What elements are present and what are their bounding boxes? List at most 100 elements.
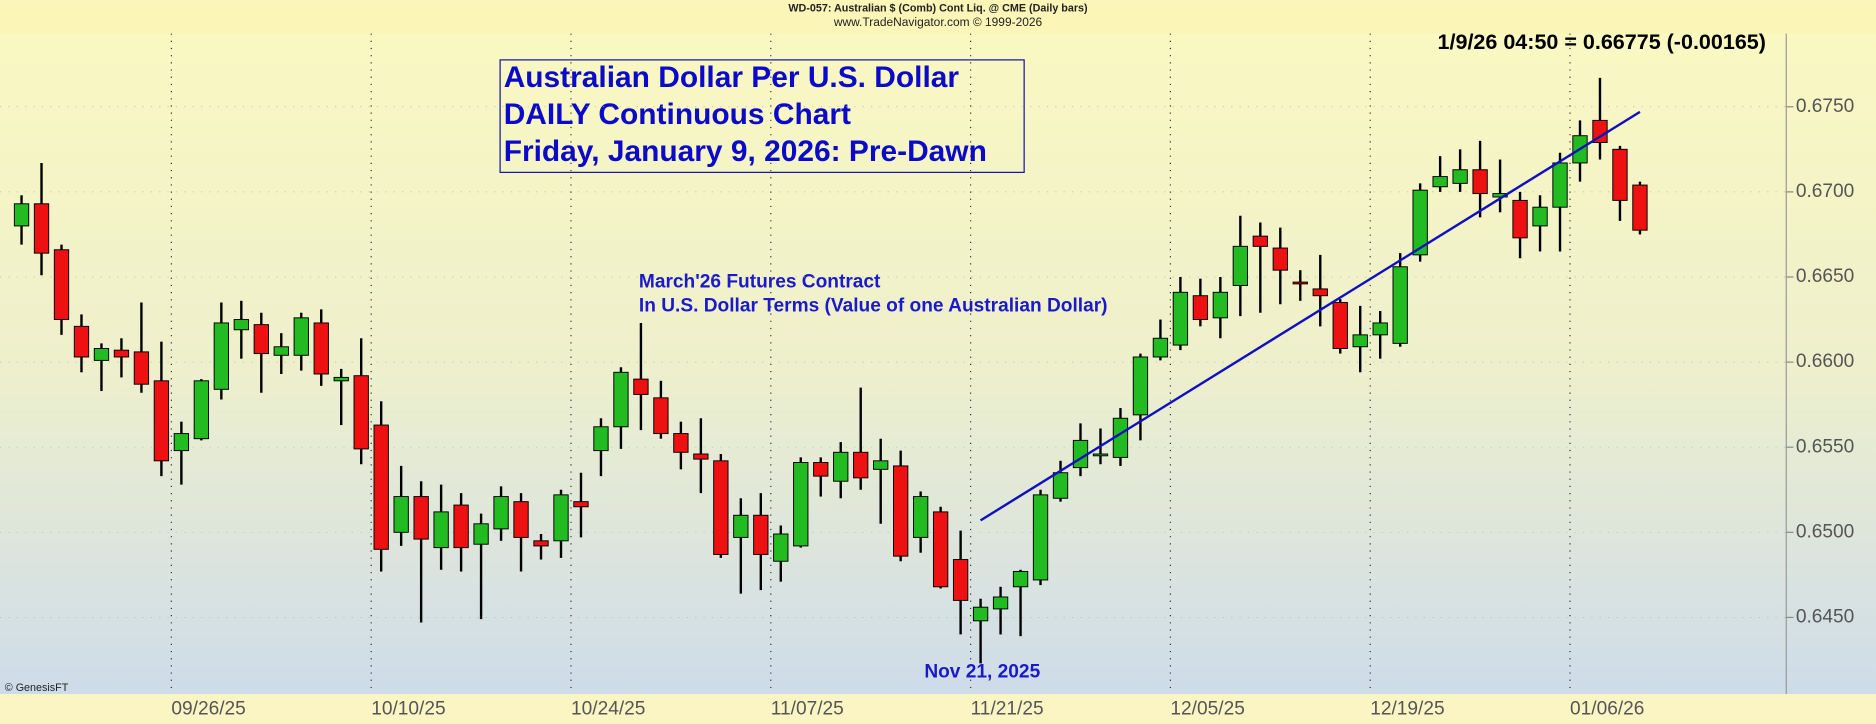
- candle-body: [1232, 245, 1248, 286]
- chart-title: Friday, January 9, 2026: Pre-Dawn: [504, 135, 987, 168]
- candle-body: [1312, 288, 1328, 297]
- candle-body: [313, 322, 329, 375]
- candle-body: [1332, 302, 1348, 349]
- candle-body: [972, 606, 989, 622]
- candle-body: [573, 501, 589, 508]
- candle-body: [1472, 169, 1488, 195]
- candle-body: [1392, 266, 1408, 344]
- candle-body: [1292, 281, 1308, 285]
- candle-body: [1412, 189, 1428, 256]
- candle-body: [193, 380, 210, 440]
- candle-body: [553, 494, 569, 542]
- candle-body: [93, 347, 110, 361]
- candle-body: [1452, 169, 1468, 184]
- candle-body: [493, 496, 509, 530]
- y-tick-label: 0.6700: [1796, 181, 1855, 202]
- candle-body: [253, 324, 269, 355]
- candle-body: [633, 378, 649, 395]
- candle-body: [593, 426, 609, 452]
- header-line: www.TradeNavigator.com © 1999-2026: [833, 15, 1043, 29]
- candle-body: [213, 322, 229, 390]
- candle-body: [1512, 199, 1528, 239]
- candle-body: [73, 325, 90, 358]
- candle-body: [952, 559, 969, 601]
- candle-body: [1032, 494, 1049, 581]
- x-tick-label: 11/21/25: [971, 699, 1044, 720]
- chart-title: Australian Dollar Per U.S. Dollar: [504, 61, 960, 94]
- y-tick-label: 0.6650: [1796, 266, 1855, 287]
- candle-body: [1152, 337, 1169, 358]
- candle-body: [533, 540, 549, 547]
- y-tick-label: 0.6450: [1796, 606, 1855, 627]
- y-tick-label: 0.6600: [1796, 351, 1855, 372]
- trendline: [979, 110, 1641, 522]
- candle-body: [1192, 295, 1209, 321]
- candle-body: [873, 460, 889, 470]
- candle-body: [473, 523, 489, 545]
- candle-body: [353, 375, 369, 450]
- candle-body: [912, 496, 929, 538]
- candle-body: [1552, 162, 1568, 208]
- title-box: [499, 59, 1025, 173]
- x-tick-label: 12/19/25: [1370, 699, 1444, 720]
- y-tick-label: 0.6550: [1796, 436, 1855, 457]
- candle-body: [413, 496, 429, 540]
- candle-body: [1172, 291, 1189, 346]
- candle-body: [273, 346, 289, 356]
- candle-body: [393, 496, 409, 533]
- candle-body: [653, 397, 669, 435]
- candle-body: [932, 511, 949, 588]
- candle-body: [733, 514, 749, 538]
- candle-body: [753, 514, 769, 555]
- x-tick-label: 10/24/25: [571, 699, 645, 720]
- x-tick-label: 01/06/26: [1570, 699, 1644, 720]
- x-tick-label: 11/07/25: [771, 699, 844, 720]
- candle-body: [1012, 570, 1029, 588]
- candle-body: [853, 451, 869, 479]
- candle-body: [1132, 356, 1149, 416]
- candle-body: [813, 462, 829, 477]
- candle-body: [453, 504, 469, 549]
- candle-body: [1092, 453, 1109, 457]
- chart-title: DAILY Continuous Chart: [504, 98, 851, 131]
- candle-body: [693, 453, 709, 460]
- candle-body: [1432, 176, 1448, 188]
- footer-bar: [0, 694, 1876, 724]
- candle-body: [833, 451, 849, 482]
- candle-body: [1352, 334, 1368, 348]
- candle-body: [133, 351, 150, 385]
- candle-body: [53, 249, 70, 321]
- y-tick-label: 0.6750: [1796, 96, 1855, 117]
- candle-body: [333, 376, 349, 382]
- annotation: March'26 Futures Contract: [639, 272, 881, 293]
- x-tick-label: 09/26/25: [171, 699, 245, 720]
- candle-body: [1532, 206, 1548, 227]
- annotation: In U.S. Dollar Terms (Value of one Austr…: [639, 295, 1108, 316]
- last-quote: 1/9/26 04:50 = 0.66775 (-0.00165): [1438, 30, 1766, 54]
- candle-body: [713, 460, 729, 555]
- candle-body: [433, 511, 449, 549]
- candle-body: [992, 596, 1009, 610]
- candle-body: [773, 533, 789, 562]
- candle-body: [293, 317, 309, 356]
- x-tick-label: 10/10/25: [371, 699, 445, 720]
- candle-body: [113, 349, 130, 358]
- candle-body: [613, 371, 629, 428]
- candle-body: [1372, 322, 1388, 336]
- low-annotation: Nov 21, 2025: [924, 662, 1040, 683]
- candle-body: [1632, 184, 1648, 231]
- candle-body: [793, 462, 809, 547]
- candle-body: [1212, 291, 1229, 319]
- candle-body: [673, 433, 689, 453]
- candle-body: [373, 424, 389, 550]
- candle-body: [153, 380, 170, 462]
- candle-body: [1272, 247, 1288, 271]
- candle-body: [33, 203, 50, 254]
- credit: © GenesisFT: [5, 682, 69, 694]
- candle-body: [13, 203, 30, 227]
- candle-body: [233, 319, 249, 331]
- candle-body: [513, 501, 529, 538]
- candle-body: [173, 433, 190, 452]
